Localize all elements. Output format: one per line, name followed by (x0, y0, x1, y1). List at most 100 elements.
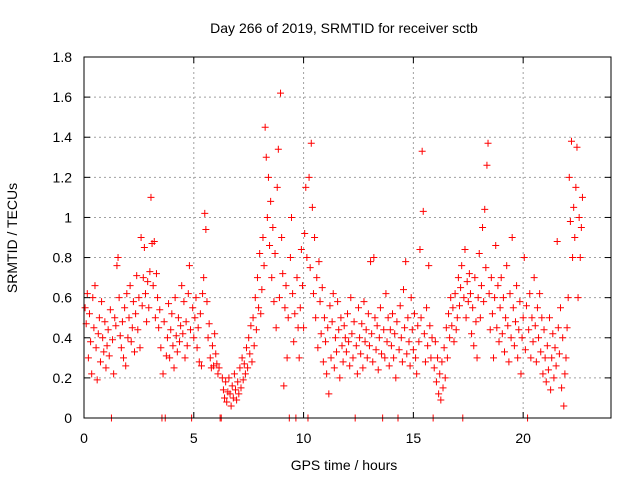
data-point (228, 382, 236, 390)
data-point (455, 302, 463, 310)
data-point (215, 364, 223, 372)
data-point (314, 344, 322, 352)
data-point (327, 354, 335, 362)
x-tick-label: 15 (406, 430, 422, 446)
data-point (88, 370, 96, 378)
data-point (136, 344, 144, 352)
data-point (92, 344, 100, 352)
data-point (398, 358, 406, 366)
data-point (548, 354, 556, 362)
y-tick-label: 0.4 (53, 330, 73, 346)
data-point (518, 334, 526, 342)
data-point (378, 350, 386, 358)
data-point (408, 326, 416, 334)
data-point (436, 370, 444, 378)
data-point (519, 314, 527, 322)
data-point (371, 314, 379, 322)
data-point (454, 274, 462, 282)
data-point (98, 298, 106, 306)
data-point (486, 326, 494, 334)
data-point (252, 326, 260, 334)
data-point (125, 314, 133, 322)
y-tick-label: 0 (64, 410, 72, 426)
data-point (364, 310, 372, 318)
data-point (91, 282, 99, 290)
data-point (263, 213, 271, 221)
data-point (538, 314, 546, 322)
data-point (315, 258, 323, 266)
data-point (423, 304, 431, 312)
data-point (506, 290, 514, 298)
data-point (410, 310, 418, 318)
data-point (190, 334, 198, 342)
data-point (428, 334, 436, 342)
data-point (363, 354, 371, 362)
data-point (298, 282, 306, 290)
data-point (342, 348, 350, 356)
data-point (403, 350, 411, 358)
data-point (143, 318, 151, 326)
data-point (221, 394, 229, 402)
data-point (375, 334, 383, 342)
y-tick-label: 1.6 (53, 89, 73, 105)
data-point (348, 330, 356, 338)
data-point (380, 326, 388, 334)
data-point (511, 318, 519, 326)
y-tick-label: 0.6 (53, 290, 73, 306)
y-tick-label: 0.2 (53, 370, 73, 386)
data-point (106, 306, 114, 314)
data-point (504, 322, 512, 330)
data-point (296, 304, 304, 312)
data-point (124, 334, 132, 342)
data-point (144, 278, 152, 286)
data-point (135, 294, 143, 302)
data-point (432, 378, 440, 386)
data-point (567, 137, 575, 145)
data-point (373, 322, 381, 330)
data-point (290, 338, 298, 346)
data-point (253, 274, 261, 282)
y-tick-label: 0.8 (53, 250, 73, 266)
data-point (193, 344, 201, 352)
data-point (521, 346, 529, 354)
data-point (554, 324, 562, 332)
data-point (150, 238, 158, 246)
data-point (451, 290, 459, 298)
data-point (225, 374, 233, 382)
data-point (297, 246, 305, 254)
data-point (170, 364, 178, 372)
data-point (195, 358, 203, 366)
data-point (230, 370, 238, 378)
data-point (218, 374, 226, 382)
y-tick-label: 1 (64, 209, 72, 225)
data-point (561, 370, 569, 378)
data-point (448, 322, 456, 330)
data-point (341, 334, 349, 342)
data-point (397, 334, 405, 342)
data-point (447, 294, 455, 302)
data-point (502, 314, 510, 322)
data-point (499, 294, 507, 302)
data-point (163, 334, 171, 342)
data-point (365, 342, 373, 350)
data-point (89, 294, 97, 302)
data-point (160, 318, 168, 326)
data-point (334, 298, 342, 306)
data-point (477, 282, 485, 290)
data-point (246, 350, 254, 358)
data-point (233, 396, 241, 404)
data-point (283, 354, 291, 362)
data-point (214, 370, 222, 378)
data-point (381, 354, 389, 362)
data-point (367, 258, 375, 266)
data-point (145, 304, 153, 312)
data-point (339, 358, 347, 366)
data-point (361, 338, 369, 346)
data-point (236, 364, 244, 372)
data-point (368, 330, 376, 338)
data-point (179, 330, 187, 338)
data-point (434, 354, 442, 362)
data-point (281, 304, 289, 312)
data-point (325, 390, 333, 398)
data-point (529, 338, 537, 346)
